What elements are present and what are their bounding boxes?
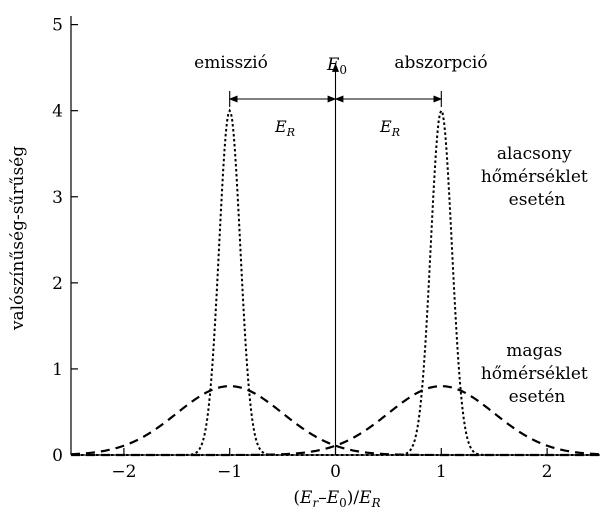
y-tick-label: 2 xyxy=(52,274,63,294)
x-tick-label: −2 xyxy=(111,462,136,482)
x-tick-label: 1 xyxy=(436,462,447,482)
high-temp-curve-emission xyxy=(70,385,600,457)
absorption-label: abszorpció xyxy=(394,53,487,73)
x-tick-label: 0 xyxy=(330,462,341,482)
y-tick-label: 1 xyxy=(52,360,63,380)
er-right-label: ER xyxy=(379,117,400,139)
x-tick-label: 2 xyxy=(542,462,553,482)
y-tick-label: 4 xyxy=(52,102,63,122)
high-temp-label: magas hőmérséklet esetén xyxy=(481,341,593,407)
emission-label: emisszió xyxy=(194,53,268,73)
high-temp-curve-absorption xyxy=(71,385,601,457)
x-tick-label: −1 xyxy=(217,462,242,482)
x-axis-title: (Er–E0)/ER xyxy=(293,488,380,510)
plot-area: −2 −1 0 1 2 0 1 2 3 4 5 xyxy=(52,16,601,482)
y-axis-title: valószínűség-sűrűség xyxy=(8,146,28,331)
y-tick-label: 3 xyxy=(52,188,63,208)
y-tick-label: 0 xyxy=(52,446,63,466)
y-tick-label: 5 xyxy=(52,16,63,36)
low-temp-curve-absorption xyxy=(71,108,600,456)
e0-label: E0 xyxy=(326,55,347,77)
low-temp-label: alacsony hőmérséklet esetén xyxy=(481,144,593,210)
er-left-label: ER xyxy=(274,117,295,139)
